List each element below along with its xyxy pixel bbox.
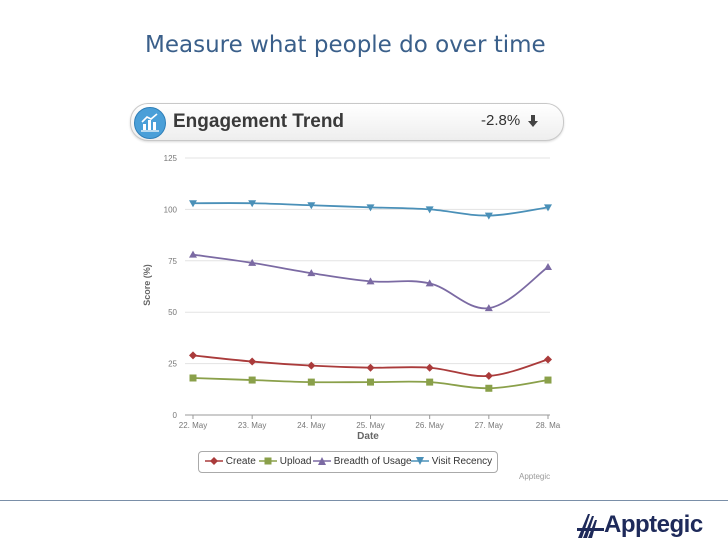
- y-tick-label: 100: [164, 205, 178, 214]
- legend-marker-breadth-of-usage: [313, 457, 331, 466]
- trend-change-value: -2.8%: [481, 112, 521, 129]
- legend-item-breadth-of-usage[interactable]: Breadth of Usage: [313, 456, 412, 467]
- data-point-create[interactable]: [425, 363, 434, 372]
- y-axis-label: Score (%): [142, 264, 152, 306]
- data-point-visit-recency[interactable]: [484, 212, 493, 220]
- data-point-visit-recency[interactable]: [248, 200, 257, 208]
- series-create: [189, 351, 552, 380]
- data-point-breadth-of-usage[interactable]: [544, 262, 552, 270]
- data-point-create[interactable]: [248, 357, 257, 366]
- y-tick-label: 50: [168, 308, 177, 317]
- brand-name: Apptegic: [604, 511, 703, 538]
- data-point-breadth-of-usage[interactable]: [484, 304, 493, 312]
- engagement-trend-header: Engagement Trend -2.8%: [130, 103, 564, 141]
- data-point-upload[interactable]: [544, 376, 552, 384]
- x-tick-label: 24. May: [297, 421, 325, 430]
- data-point-visit-recency[interactable]: [425, 206, 434, 214]
- legend-item-visit-recency[interactable]: Visit Recency: [411, 456, 492, 467]
- series-visit-recency: [189, 200, 552, 220]
- down-arrow-icon: [528, 115, 538, 127]
- x-axis-label: Date: [357, 431, 379, 442]
- legend-item-create[interactable]: Create: [205, 456, 256, 467]
- y-tick-label: 25: [168, 360, 177, 369]
- x-tick-label: 27. May: [475, 421, 503, 430]
- legend-marker-upload: [259, 457, 277, 465]
- legend-label-create: Create: [225, 456, 256, 467]
- x-tick-label: 25. May: [356, 421, 384, 430]
- data-point-breadth-of-usage[interactable]: [189, 250, 197, 258]
- data-point-visit-recency[interactable]: [307, 202, 316, 210]
- slide-title: Measure what people do over time: [145, 32, 546, 58]
- data-point-upload[interactable]: [367, 378, 374, 386]
- data-point-create[interactable]: [307, 361, 316, 370]
- data-point-upload[interactable]: [426, 378, 434, 386]
- y-axis-ticks: 0 25 50 75 100 125: [164, 154, 178, 420]
- engagement-chart: 0 25 50 75 100 125 22. May 23. May 24. May 25. M…: [142, 154, 561, 442]
- data-point-breadth-of-usage[interactable]: [425, 279, 434, 287]
- chart-credit: Apptegic: [519, 472, 551, 481]
- x-tick-label: 22. May: [179, 421, 207, 430]
- chart-series: [189, 200, 552, 392]
- x-tick-label: 28. Ma: [536, 421, 561, 430]
- data-point-create[interactable]: [189, 351, 197, 360]
- data-point-visit-recency[interactable]: [366, 204, 375, 212]
- legend-marker-visit-recency: [411, 457, 429, 466]
- data-point-upload[interactable]: [189, 374, 197, 382]
- footer-divider: [0, 500, 728, 501]
- bar-chart-icon: [134, 107, 166, 139]
- series-upload: [189, 374, 552, 392]
- data-point-upload[interactable]: [485, 384, 493, 392]
- legend-label-upload: Upload: [279, 456, 312, 467]
- data-point-visit-recency[interactable]: [189, 200, 197, 208]
- apptegic-logo-icon: [577, 514, 604, 538]
- data-point-breadth-of-usage[interactable]: [248, 258, 257, 266]
- data-point-upload[interactable]: [248, 376, 256, 384]
- data-point-visit-recency[interactable]: [544, 204, 552, 212]
- y-tick-label: 125: [164, 154, 178, 163]
- y-tick-label: 75: [168, 257, 177, 266]
- data-point-create[interactable]: [544, 355, 552, 364]
- y-tick-label: 0: [173, 411, 178, 420]
- data-point-upload[interactable]: [307, 378, 315, 386]
- legend-marker-create: [205, 457, 223, 466]
- widget-title: Engagement Trend: [173, 111, 345, 132]
- x-tick-label: 23. May: [238, 421, 266, 430]
- data-point-create[interactable]: [484, 371, 493, 380]
- x-tick-label: 26. May: [415, 421, 443, 430]
- x-axis-ticks: 22. May 23. May 24. May 25. May 26. May 27. M…: [179, 415, 561, 430]
- legend-label-visit-recency: Visit Recency: [431, 456, 493, 467]
- legend-item-upload[interactable]: Upload: [259, 456, 311, 467]
- legend-label-breadth-of-usage: Breadth of Usage: [333, 456, 412, 467]
- data-point-breadth-of-usage[interactable]: [307, 269, 316, 277]
- data-point-create[interactable]: [366, 363, 375, 372]
- series-breadth-of-usage: [189, 250, 552, 312]
- data-point-breadth-of-usage[interactable]: [366, 277, 375, 285]
- chart-grid: [185, 157, 550, 416]
- chart-legend: Create Upload Breadth of Usage Visit Rec…: [198, 451, 498, 473]
